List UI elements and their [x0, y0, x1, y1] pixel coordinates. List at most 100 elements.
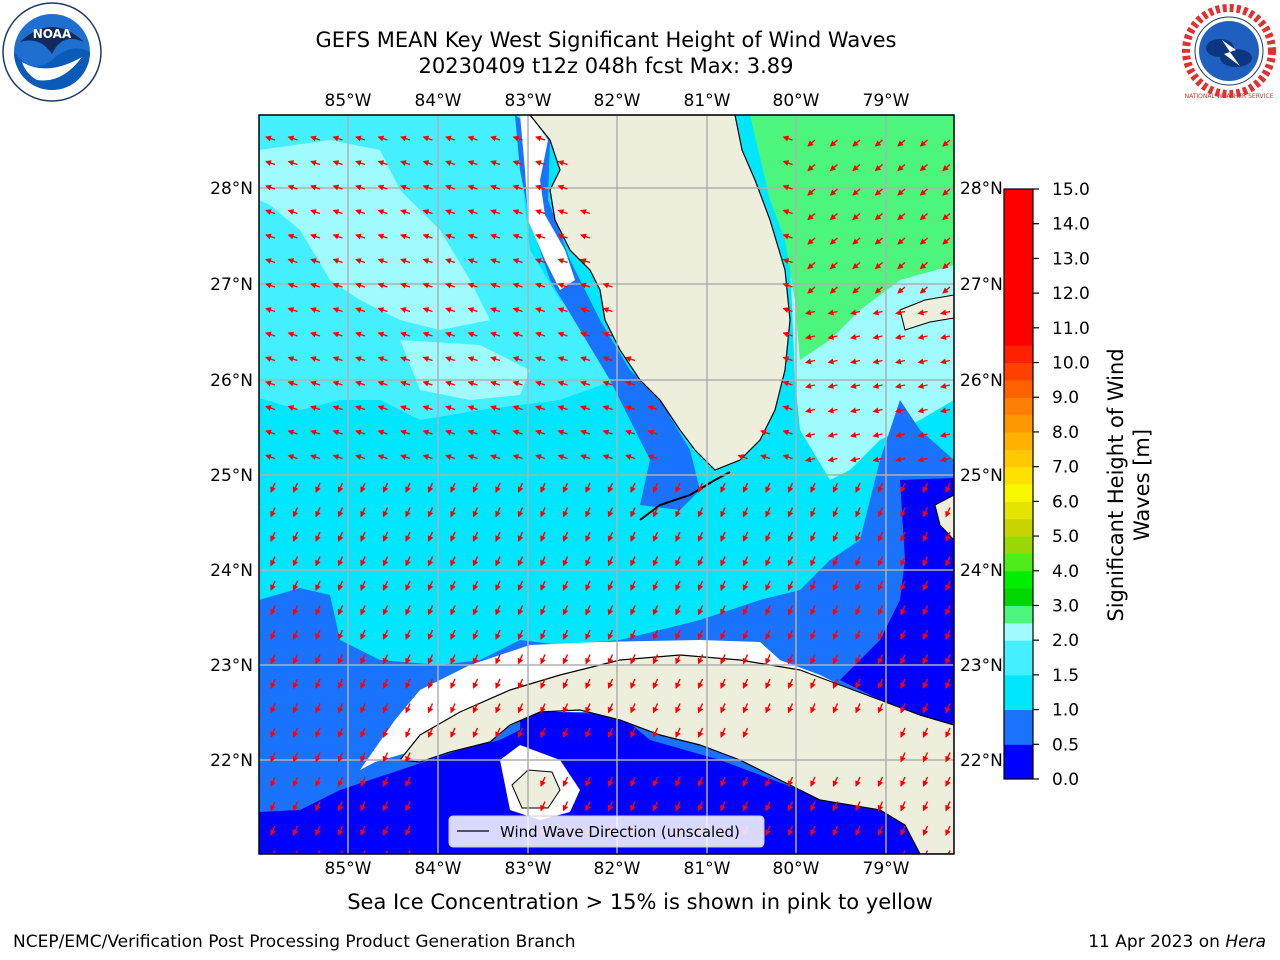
wave-direction-arrow: [919, 237, 928, 245]
wave-direction-arrow: [625, 356, 636, 362]
wave-direction-arrow: [697, 727, 704, 738]
wave-zone-3-3.5: [750, 115, 954, 360]
wave-direction-arrow: [540, 654, 546, 665]
wave-direction-arrow: [292, 850, 299, 854]
wave-direction-arrow: [337, 629, 344, 640]
wave-direction-arrow: [832, 654, 839, 665]
land-florida: [529, 115, 791, 471]
wave-direction-arrow: [422, 258, 433, 264]
wave-direction-arrow: [782, 160, 793, 166]
wave-direction-arrow: [540, 605, 546, 616]
wave-direction-arrow: [652, 556, 659, 567]
wave-direction-arrow: [450, 482, 456, 493]
wave-direction-arrow: [382, 727, 389, 738]
wave-direction-arrow: [382, 654, 389, 665]
wave-direction-arrow: [742, 703, 749, 714]
footer-credit: NCEP/EMC/Verification Post Processing Pr…: [13, 932, 576, 952]
wave-direction-arrow: [495, 703, 501, 714]
wave-direction-arrow: [765, 654, 771, 665]
wave-direction-arrow: [535, 331, 546, 338]
wave-direction-arrow: [919, 163, 928, 172]
wave-direction-arrow: [895, 333, 906, 340]
wave-direction-arrow: [517, 482, 524, 493]
wave-direction-arrow: [917, 431, 928, 438]
wave-direction-arrow: [270, 654, 276, 665]
wave-direction-arrow: [562, 727, 569, 738]
wave-direction-arrow: [467, 380, 478, 387]
wave-direction-arrow: [607, 776, 614, 787]
wave-direction-arrow: [405, 556, 411, 567]
wave-direction-arrow: [585, 605, 591, 616]
wave-direction-arrow: [355, 282, 366, 289]
wave-direction-arrow: [630, 801, 636, 812]
wave-direction-arrow: [602, 405, 613, 411]
wave-direction-arrow: [855, 776, 861, 787]
wave-direction-arrow: [472, 703, 479, 714]
wave-direction-arrow: [265, 282, 276, 289]
wave-direction-arrow: [332, 331, 343, 338]
colorbar-block: [1004, 466, 1033, 485]
wave-direction-arrow: [512, 307, 523, 313]
wave-direction-arrow: [292, 801, 299, 812]
wave-direction-arrow: [337, 776, 344, 787]
colorbar-tick-label: 8.0: [1052, 423, 1079, 443]
wave-direction-arrow: [382, 482, 389, 493]
wave-direction-arrow: [535, 380, 546, 387]
colorbar-tick-label: 9.0: [1052, 388, 1079, 408]
lat-label: 26°N: [960, 371, 1003, 391]
wave-direction-arrow: [807, 261, 816, 270]
lat-label: 24°N: [960, 561, 1003, 581]
footer-machine: Hera: [1225, 932, 1266, 952]
wave-direction-arrow: [827, 309, 838, 316]
wave-direction-arrow: [829, 212, 838, 221]
wave-direction-arrow: [585, 507, 591, 518]
lon-label: 82°W: [594, 859, 641, 879]
wave-direction-arrow: [782, 184, 793, 191]
wave-direction-arrow: [945, 482, 951, 493]
wave-direction-arrow: [720, 605, 726, 616]
wave-direction-arrow: [652, 629, 659, 640]
wave-direction-arrow: [495, 531, 501, 542]
lon-label: 84°W: [415, 859, 462, 879]
wave-direction-arrow: [535, 258, 546, 264]
wave-direction-arrow: [355, 258, 366, 264]
wave-direction-arrow: [807, 163, 816, 172]
wave-direction-arrow: [805, 431, 816, 438]
wave-direction-arrow: [360, 507, 366, 518]
wave-direction-arrow: [855, 580, 861, 591]
colorbar-tick-label: 10.0: [1052, 354, 1090, 374]
wave-direction-arrow: [675, 556, 681, 567]
colorbar-tick-label: 12.0: [1052, 284, 1090, 304]
wave-direction-arrow: [940, 431, 951, 438]
wave-direction-arrow: [562, 507, 569, 518]
wave-direction-arrow: [450, 556, 456, 567]
wave-direction-arrow: [832, 482, 839, 493]
wave-direction-arrow: [427, 629, 434, 640]
wave-direction-arrow: [940, 456, 951, 463]
wave-direction-arrow: [495, 482, 501, 493]
wave-direction-arrow: [787, 605, 794, 616]
colorbar-label-line1: Significant Height of Wind: [1104, 348, 1128, 621]
wave-direction-arrow: [315, 825, 321, 836]
wave-direction-arrow: [540, 727, 546, 738]
wave-direction-arrow: [855, 556, 861, 567]
wave-direction-arrow: [652, 605, 659, 616]
wave-direction-arrow: [585, 703, 591, 714]
wave-direction-arrow: [877, 801, 884, 812]
wave-direction-arrow: [472, 654, 479, 665]
wave-direction-arrow: [652, 654, 659, 665]
wave-direction-arrow: [675, 703, 681, 714]
wave-direction-arrow: [810, 654, 816, 665]
colorbar-block: [1004, 431, 1033, 450]
wave-direction-arrow: [382, 703, 389, 714]
wave-direction-arrow: [332, 135, 343, 142]
wave-direction-arrow: [382, 850, 389, 854]
wave-direction-arrow: [895, 382, 906, 389]
wave-direction-arrow: [877, 678, 884, 689]
wave-direction-arrow: [382, 580, 389, 591]
wave-direction-arrow: [900, 580, 906, 591]
wave-direction-arrow: [450, 654, 456, 665]
wave-direction-arrow: [827, 431, 838, 438]
wave-direction-arrow: [360, 629, 366, 640]
wave-direction-arrow: [467, 331, 478, 338]
